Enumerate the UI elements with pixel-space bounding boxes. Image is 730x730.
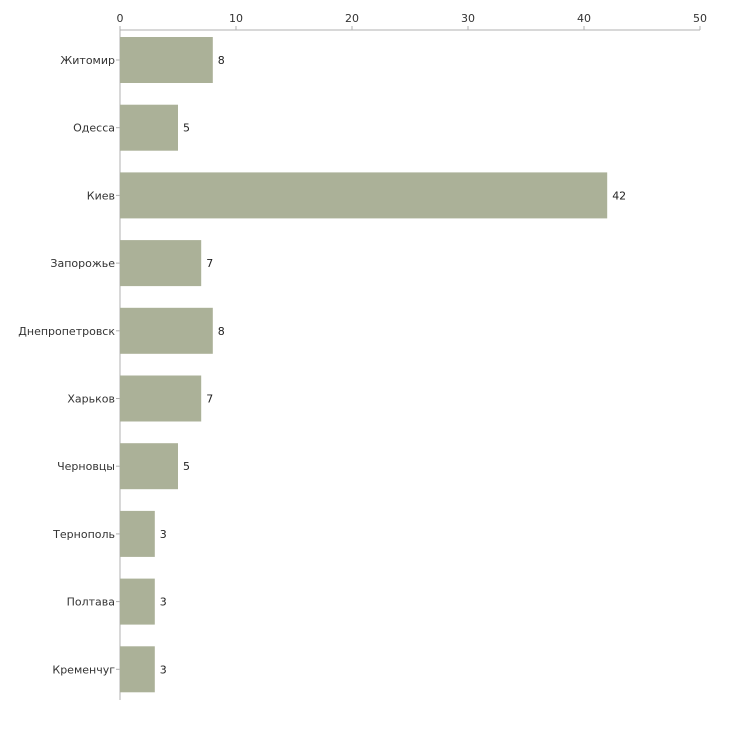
value-label: 7: [206, 257, 213, 270]
bar: [120, 104, 178, 151]
x-tick-label: 20: [345, 12, 359, 25]
category-label: Запорожье: [50, 257, 115, 270]
x-tick-label: 0: [117, 12, 124, 25]
x-tick-label: 40: [577, 12, 591, 25]
x-tick-label: 30: [461, 12, 475, 25]
x-tick-label: 10: [229, 12, 243, 25]
axis-layer: 0 10 20 30 40 50: [116, 12, 707, 700]
category-label: Киев: [87, 189, 115, 202]
value-label: 8: [218, 325, 225, 338]
value-label: 5: [183, 122, 190, 135]
bar-layer: [120, 37, 608, 693]
bar: [120, 37, 213, 83]
category-label: Полтава: [67, 596, 115, 609]
value-label: 5: [183, 460, 190, 473]
category-label: Кременчуг: [52, 663, 115, 676]
label-layer: Житомир 8 Одесса 5 Киев 42 Запорожье 7 Днепропет…: [18, 54, 626, 676]
value-label: 7: [206, 393, 213, 406]
category-label: Тернополь: [52, 528, 115, 541]
x-tick-label: 50: [693, 12, 707, 25]
bar: [120, 375, 202, 422]
bar: [120, 307, 213, 354]
bar: [120, 646, 155, 693]
bar: [120, 510, 155, 557]
value-label: 8: [218, 54, 225, 67]
value-label: 42: [612, 189, 626, 202]
category-label: Черновцы: [57, 460, 115, 473]
category-label: Харьков: [67, 393, 115, 406]
category-label: Житомир: [60, 54, 115, 67]
bar: [120, 240, 202, 287]
value-label: 3: [160, 663, 167, 676]
bar: [120, 443, 178, 490]
category-label: Днепропетровск: [18, 325, 115, 338]
value-label: 3: [160, 528, 167, 541]
value-label: 3: [160, 596, 167, 609]
bar: [120, 172, 608, 219]
bar: [120, 578, 155, 625]
category-label: Одесса: [73, 122, 115, 135]
